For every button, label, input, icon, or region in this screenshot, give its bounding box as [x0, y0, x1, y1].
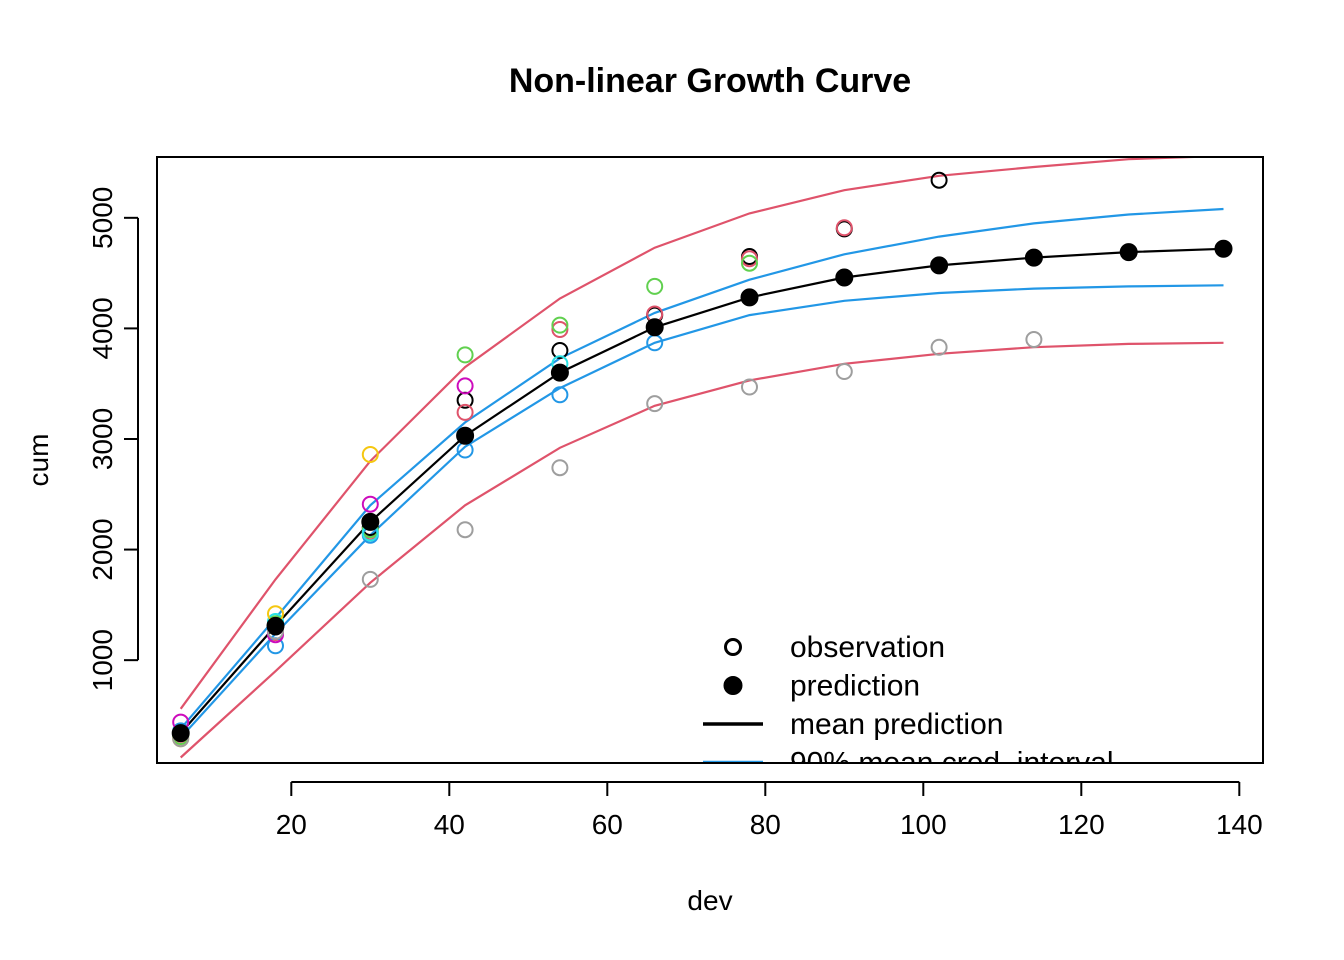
prediction-point-8-1 — [266, 616, 285, 635]
observation-point-3-3 — [456, 441, 474, 459]
x-tick-label-80: 80 — [750, 809, 781, 840]
y-tick-label-2000: 2000 — [87, 518, 118, 580]
y-axis: 1000 2000 3000 4000 5000 — [87, 187, 139, 691]
observation-point-5-2 — [361, 495, 379, 513]
y-tick-label-5000: 5000 — [87, 187, 118, 249]
prediction-interval-lower-line-13 — [179, 341, 1224, 759]
observation-point-2-4 — [551, 316, 569, 334]
x-tick-label-100: 100 — [900, 809, 947, 840]
observation-point-0-4 — [551, 342, 569, 359]
prediction-point-8-11 — [1214, 239, 1233, 258]
observation-point-2-5 — [646, 277, 664, 295]
prediction-point-8-5 — [645, 318, 664, 337]
prediction-interval-upper-line-12 — [179, 157, 1224, 710]
prediction-point-8-9 — [1024, 248, 1043, 267]
prediction-point-8-8 — [930, 256, 949, 275]
observation-point-1-6 — [741, 250, 758, 268]
observation-point-7-5 — [646, 395, 664, 413]
prediction-point-8-10 — [1119, 243, 1138, 262]
observation-point-1-3 — [456, 403, 474, 421]
plot-frame — [156, 156, 1264, 764]
x-tick-label-40: 40 — [434, 809, 465, 840]
observation-point-5-3 — [456, 377, 474, 395]
y-tick-label-4000: 4000 — [87, 297, 118, 359]
prediction-point-8-4 — [550, 363, 569, 382]
legend-label-3: 90% mean cred. interval — [790, 747, 1114, 780]
observation-point-7-3 — [456, 521, 474, 539]
legend-label-2: mean prediction — [790, 708, 1003, 741]
prediction-point-8-6 — [740, 288, 759, 307]
y-tick-label-3000: 3000 — [87, 408, 118, 470]
mean-prediction-line-9 — [179, 247, 1224, 734]
legend: observation prediction mean prediction 90% … — [703, 631, 1114, 780]
prediction-point-8-0 — [171, 724, 190, 743]
90-mean-cred-interval-lower-line-11 — [179, 284, 1224, 739]
observation-point-2-6 — [741, 254, 758, 272]
legend-symbol-prediction — [723, 676, 743, 695]
observation-point-7-6 — [741, 378, 758, 396]
prediction-point-8-3 — [456, 426, 475, 445]
x-tick-label-20: 20 — [276, 809, 307, 840]
y-tick-label-1000: 1000 — [87, 629, 118, 691]
observation-point-6-2 — [361, 446, 379, 463]
legend-label-0: observation — [790, 631, 945, 664]
observation-point-3-4 — [551, 386, 569, 404]
legend-symbol-observation — [724, 638, 742, 656]
chart-title: Non-linear Growth Curve — [509, 62, 911, 100]
prediction-point-8-7 — [835, 268, 854, 287]
observation-point-1-4 — [551, 321, 569, 338]
observation-point-2-3 — [456, 346, 474, 364]
legend-label-1: prediction — [790, 670, 920, 703]
observation-point-0-8 — [930, 171, 948, 189]
x-tick-label-60: 60 — [592, 809, 623, 840]
observation-point-7-8 — [930, 338, 948, 356]
90-mean-cred-interval-upper-line-10 — [179, 207, 1224, 730]
observation-point-7-4 — [551, 459, 569, 477]
observation-point-7-7 — [835, 363, 853, 380]
observation-point-7-2 — [361, 570, 379, 588]
x-axis: 20 40 60 80 100 120 140 — [276, 781, 1263, 840]
series-layer — [171, 157, 1233, 759]
observation-point-7-9 — [1025, 331, 1043, 348]
observation-point-1-7 — [835, 219, 853, 237]
x-axis-label: dev — [687, 885, 732, 916]
prediction-point-8-2 — [361, 512, 380, 531]
x-tick-label-140: 140 — [1216, 809, 1263, 840]
x-tick-label-120: 120 — [1058, 809, 1105, 840]
y-axis-label: cum — [23, 434, 54, 487]
